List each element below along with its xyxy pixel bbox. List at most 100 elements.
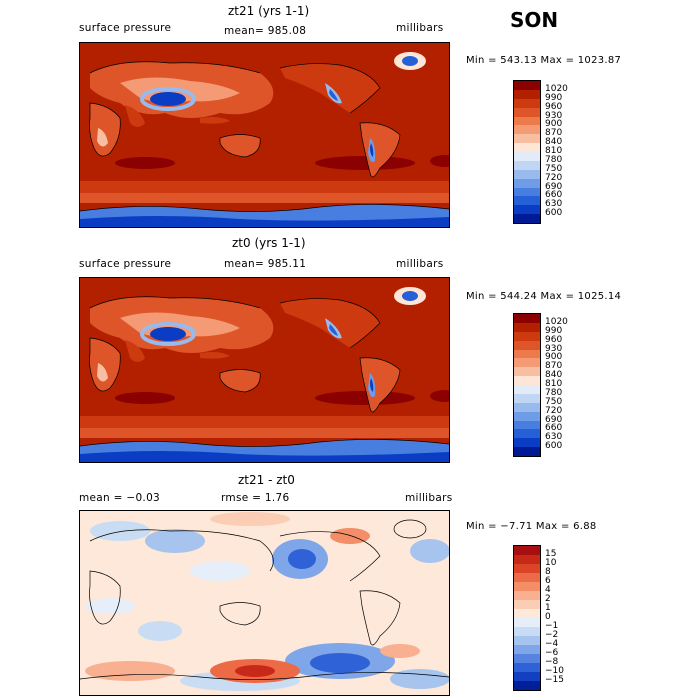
colorbar-tick-label: 630 <box>545 199 563 210</box>
colorbar-swatch <box>514 573 540 582</box>
colorbar-swatch <box>514 196 540 206</box>
colorbar-tick-label: 960 <box>545 334 563 345</box>
colorbar-swatch <box>514 160 540 170</box>
colorbar-swatch <box>514 187 540 197</box>
colorbar-swatch <box>514 358 540 368</box>
colorbar-tick-label: 1 <box>545 603 551 613</box>
colorbar-tick-label: 870 <box>545 361 563 372</box>
colorbar-swatch <box>514 609 540 618</box>
colorbar-swatch <box>514 582 540 591</box>
colorbar-tick-label: −15 <box>545 675 564 685</box>
panel-2-variable-label: surface pressure <box>79 258 172 270</box>
colorbar-tick-label: 660 <box>545 190 563 201</box>
colorbar-swatch <box>514 98 540 108</box>
colorbar-swatch <box>514 402 540 412</box>
colorbar-tick-label: 0 <box>545 612 551 622</box>
colorbar-tick-label: 630 <box>545 432 563 443</box>
colorbar-tick-label: 870 <box>545 128 563 139</box>
colorbar-tick-label: 750 <box>545 396 563 407</box>
colorbar-swatch <box>514 81 540 90</box>
colorbar-swatch <box>514 672 540 681</box>
colorbar-tick-label: 750 <box>545 163 563 174</box>
colorbar-swatch <box>514 429 540 439</box>
colorbar-swatch <box>514 205 540 215</box>
colorbar-tick-label: 2 <box>545 594 551 604</box>
colorbar-swatch <box>514 555 540 564</box>
colorbar-swatch <box>514 645 540 654</box>
pressure-difference-map <box>80 511 449 695</box>
colorbar-swatch <box>514 636 540 645</box>
colorbar-tick-label: 660 <box>545 423 563 434</box>
colorbar-swatch <box>514 546 540 555</box>
colorbar-swatch <box>514 367 540 377</box>
colorbar-tick-label: 810 <box>545 146 563 156</box>
season-label: SON <box>510 8 559 32</box>
colorbar-tick-label: 8 <box>545 567 551 577</box>
colorbar-tick-label: 990 <box>545 325 563 336</box>
colorbar-tick-label: 900 <box>545 352 563 363</box>
colorbar-swatch <box>514 663 540 672</box>
panel-2-mean-label: mean= 985.11 <box>224 258 307 270</box>
colorbar-swatch <box>514 681 540 690</box>
colorbar-swatch <box>514 376 540 385</box>
colorbar-tick-label: 840 <box>545 137 563 148</box>
colorbar-swatch <box>514 411 540 421</box>
colorbar-swatch <box>514 349 540 359</box>
panel-3-title: zt21 - zt0 <box>238 473 295 487</box>
colorbar-swatch <box>514 600 540 609</box>
colorbar-swatch <box>514 214 540 223</box>
colorbar-tick-label: 10 <box>545 558 557 568</box>
colorbar-swatch <box>514 322 540 332</box>
panel-2-title: zt0 (yrs 1-1) <box>232 236 306 250</box>
colorbar-tick-label: 1020 <box>545 83 568 94</box>
colorbar-swatch <box>514 116 540 126</box>
colorbar-swatch <box>514 107 540 117</box>
panel-2-map <box>79 277 450 463</box>
panel-3-units-label: millibars <box>405 492 453 504</box>
colorbar-swatch <box>514 385 540 394</box>
colorbar-swatch <box>514 178 540 188</box>
colorbar-tick-label: −8 <box>545 657 559 667</box>
panel-3-map <box>79 510 450 696</box>
colorbar-tick-label: 15 <box>545 549 557 559</box>
colorbar-tick-label: 930 <box>545 110 563 121</box>
colorbar-tick-label: 930 <box>545 343 563 354</box>
colorbar-tick-label: 690 <box>545 414 563 425</box>
panel-1-variable-label: surface pressure <box>79 22 172 34</box>
colorbar-tick-label: 6 <box>545 576 551 586</box>
panel-3-minmax: Min = −7.71 Max = 6.88 <box>466 521 597 532</box>
colorbar-swatch <box>514 152 540 161</box>
colorbar-tick-label: −4 <box>545 639 559 649</box>
panel-2-colorbar <box>513 313 541 457</box>
colorbar-swatch <box>514 591 540 600</box>
colorbar-swatch <box>514 340 540 350</box>
colorbar-tick-label: 720 <box>545 172 563 183</box>
colorbar-swatch <box>514 89 540 99</box>
colorbar-tick-label: 780 <box>545 154 563 165</box>
panel-1-minmax: Min = 543.13 Max = 1023.87 <box>466 55 622 66</box>
colorbar-tick-label: −2 <box>545 630 559 640</box>
colorbar-tick-label: 840 <box>545 370 563 381</box>
colorbar-swatch <box>514 564 540 573</box>
colorbar-swatch <box>514 314 540 323</box>
colorbar-swatch <box>514 654 540 663</box>
colorbar-tick-label: 780 <box>545 387 563 398</box>
panel-2-minmax: Min = 544.24 Max = 1025.14 <box>466 291 622 302</box>
colorbar-tick-label: 720 <box>545 405 563 416</box>
panel-1-colorbar <box>513 80 541 224</box>
colorbar-tick-label: 810 <box>545 379 563 389</box>
colorbar-tick-label: −10 <box>545 666 564 676</box>
panel-2-units-label: millibars <box>396 258 444 270</box>
colorbar-tick-label: 4 <box>545 585 551 595</box>
colorbar-tick-label: −6 <box>545 648 559 658</box>
colorbar-swatch <box>514 125 540 135</box>
colorbar-tick-label: 600 <box>545 441 563 452</box>
colorbar-swatch <box>514 420 540 430</box>
colorbar-swatch <box>514 393 540 403</box>
colorbar-swatch <box>514 627 540 636</box>
colorbar-tick-label: 900 <box>545 119 563 130</box>
panel-1-units-label: millibars <box>396 22 444 34</box>
panel-3-mean-label: mean = −0.03 <box>79 492 161 504</box>
panel-3-colorbar <box>513 545 541 691</box>
colorbar-tick-label: 990 <box>545 92 563 103</box>
